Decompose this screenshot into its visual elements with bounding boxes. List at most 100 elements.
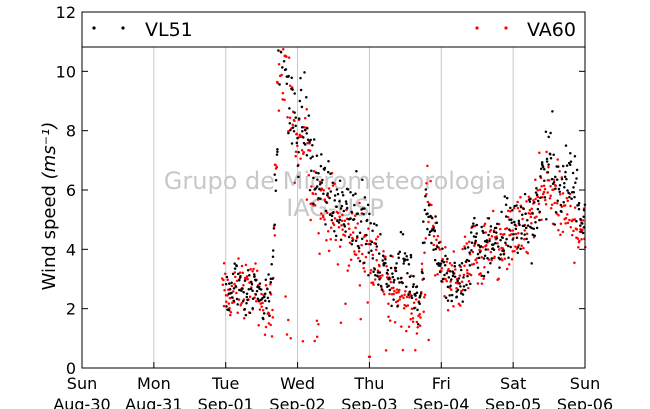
data-point: [315, 154, 319, 157]
data-point: [287, 318, 290, 322]
data-point: [531, 212, 534, 215]
legend-marker-vl51: [92, 26, 96, 30]
data-point: [475, 232, 478, 235]
data-point: [486, 248, 490, 251]
data-point: [354, 226, 357, 230]
data-point: [466, 246, 470, 249]
data-point: [524, 212, 527, 216]
data-point: [252, 267, 255, 271]
data-point: [248, 311, 252, 315]
data-point: [381, 274, 384, 277]
data-point: [485, 244, 488, 247]
data-point: [462, 273, 466, 277]
data-point: [447, 267, 450, 271]
data-point: [260, 292, 263, 296]
data-point: [340, 219, 344, 223]
data-point: [471, 225, 474, 228]
data-point: [458, 274, 462, 277]
x-tick-day-label: Wed: [280, 374, 315, 393]
data-point: [325, 238, 328, 242]
data-point: [546, 171, 550, 174]
x-tick-date-label: Aug-31: [125, 395, 182, 409]
data-point: [522, 246, 525, 250]
data-point: [426, 227, 429, 231]
data-point: [473, 242, 477, 245]
data-point: [497, 248, 501, 251]
data-point: [539, 196, 542, 200]
data-point: [443, 273, 446, 277]
data-point: [269, 280, 273, 284]
data-point: [418, 302, 421, 306]
data-point: [482, 257, 486, 260]
data-point: [295, 132, 299, 135]
data-point: [254, 262, 257, 265]
data-point: [329, 190, 333, 193]
data-point: [401, 232, 405, 236]
data-point: [388, 319, 392, 322]
data-point: [446, 269, 450, 273]
data-point: [429, 179, 432, 183]
data-point: [296, 144, 299, 148]
data-point: [522, 207, 525, 211]
data-point: [414, 298, 418, 301]
data-point: [360, 237, 364, 240]
data-point: [249, 267, 252, 271]
data-point: [225, 300, 228, 304]
data-point: [513, 220, 516, 224]
data-point: [558, 169, 561, 173]
data-point: [527, 195, 531, 198]
data-point: [397, 290, 400, 294]
data-point: [286, 115, 289, 119]
data-point: [424, 188, 428, 191]
data-point: [500, 210, 503, 214]
data-point: [302, 126, 306, 129]
data-point: [400, 325, 403, 328]
data-point: [364, 233, 368, 237]
data-point: [509, 245, 512, 249]
data-point: [382, 264, 386, 267]
data-point: [262, 295, 266, 299]
data-point: [520, 213, 524, 216]
data-point: [426, 164, 429, 168]
data-point: [446, 308, 450, 312]
data-point: [329, 226, 333, 229]
data-point: [224, 282, 228, 286]
data-point: [496, 242, 499, 245]
data-point: [395, 288, 399, 291]
data-point: [246, 277, 249, 281]
data-point: [450, 278, 453, 281]
data-point: [299, 76, 302, 80]
data-point: [526, 224, 530, 227]
data-point: [367, 273, 370, 277]
watermark: Grupo de Micrometeorologia IAG-USP: [164, 167, 506, 222]
data-point: [556, 165, 560, 168]
data-point: [260, 305, 263, 308]
data-point: [553, 201, 556, 205]
data-point: [428, 233, 431, 237]
data-point: [264, 325, 268, 329]
data-point: [459, 268, 463, 272]
data-point: [330, 214, 334, 218]
data-point: [566, 189, 569, 192]
data-point: [387, 284, 390, 288]
data-point: [441, 277, 445, 281]
data-point: [474, 239, 477, 243]
data-point: [285, 55, 288, 59]
data-point: [308, 142, 311, 145]
data-point: [399, 276, 403, 280]
data-point: [224, 272, 227, 276]
data-point: [258, 282, 262, 285]
data-point: [354, 239, 358, 243]
data-point: [404, 290, 407, 293]
data-point: [406, 272, 409, 275]
data-point: [392, 298, 395, 301]
data-point: [474, 235, 478, 239]
data-point: [467, 240, 471, 244]
data-point: [481, 246, 485, 249]
data-point: [300, 125, 304, 129]
data-point: [237, 272, 240, 276]
data-point: [342, 223, 346, 226]
data-point: [402, 306, 406, 310]
data-point: [273, 223, 276, 227]
data-point: [343, 219, 347, 222]
